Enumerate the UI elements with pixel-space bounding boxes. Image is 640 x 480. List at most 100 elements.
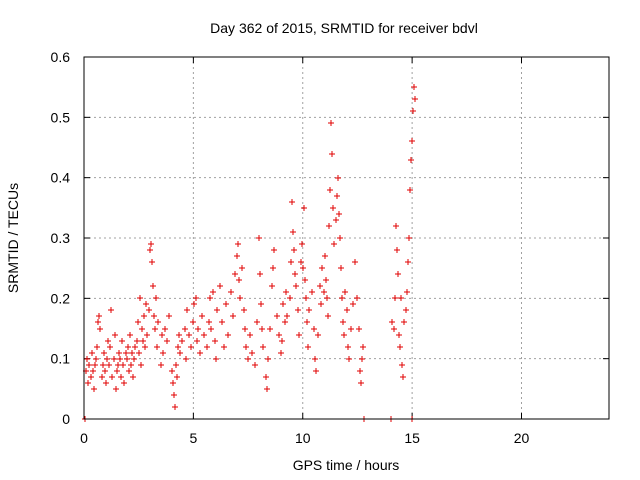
grid-lines <box>84 57 609 419</box>
x-axis-label: GPS time / hours <box>293 457 400 473</box>
data-point <box>342 289 348 295</box>
data-point <box>164 338 170 344</box>
data-point <box>109 374 115 380</box>
data-point <box>333 217 339 223</box>
data-point <box>322 253 328 259</box>
data-point <box>105 338 111 344</box>
data-point <box>271 247 277 253</box>
data-point <box>259 326 265 332</box>
data-point <box>337 235 343 241</box>
data-point <box>221 344 227 350</box>
data-point <box>335 175 341 181</box>
data-point <box>112 332 118 338</box>
data-point <box>305 344 311 350</box>
data-point <box>234 253 240 259</box>
data-point <box>269 283 275 289</box>
data-point <box>191 301 197 307</box>
data-point <box>111 356 117 362</box>
data-point <box>118 374 124 380</box>
data-point <box>279 338 285 344</box>
data-point <box>393 223 399 229</box>
data-point <box>183 356 189 362</box>
data-point <box>295 307 301 313</box>
data-point <box>153 295 159 301</box>
y-tick-label: 0 <box>62 411 70 427</box>
data-point <box>239 265 245 271</box>
data-point <box>357 368 363 374</box>
data-point <box>410 108 416 114</box>
y-tick-label: 0.2 <box>51 290 71 306</box>
data-point <box>270 265 276 271</box>
data-point <box>127 332 133 338</box>
data-point <box>219 319 225 325</box>
data-point <box>103 380 109 386</box>
data-point <box>257 271 263 277</box>
data-point <box>193 295 199 301</box>
data-point <box>267 326 273 332</box>
data-points <box>82 84 418 422</box>
data-point <box>245 356 251 362</box>
data-point <box>159 332 165 338</box>
data-point <box>93 356 99 362</box>
data-point <box>348 326 354 332</box>
data-point <box>334 193 340 199</box>
data-point <box>88 374 94 380</box>
data-point <box>397 344 403 350</box>
data-point <box>206 319 212 325</box>
data-point <box>274 313 280 319</box>
data-point <box>158 362 164 368</box>
data-point <box>190 319 196 325</box>
data-point <box>99 374 105 380</box>
data-point <box>252 362 258 368</box>
data-point <box>346 356 352 362</box>
data-point <box>359 356 365 362</box>
data-point <box>232 271 238 277</box>
data-point <box>264 386 270 392</box>
data-point <box>128 362 134 368</box>
data-point <box>210 289 216 295</box>
data-point <box>225 332 231 338</box>
data-point <box>171 392 177 398</box>
data-point <box>97 326 103 332</box>
data-point <box>278 350 284 356</box>
data-point <box>130 374 136 380</box>
data-point <box>120 362 126 368</box>
data-point <box>392 295 398 301</box>
data-point <box>148 241 154 247</box>
data-point <box>317 283 323 289</box>
y-tick-label: 0.1 <box>51 351 71 367</box>
data-point <box>149 259 155 265</box>
data-point <box>141 313 147 319</box>
x-tick-label: 0 <box>80 430 88 446</box>
data-point <box>408 157 414 163</box>
data-point <box>282 319 288 325</box>
plot-frame <box>83 56 610 420</box>
data-point <box>104 356 110 362</box>
data-point <box>160 350 166 356</box>
data-point <box>146 307 152 313</box>
data-point <box>90 368 96 374</box>
data-point <box>116 350 122 356</box>
data-point <box>208 326 214 332</box>
data-point <box>199 313 205 319</box>
data-point <box>341 332 347 338</box>
data-point <box>201 332 207 338</box>
data-point <box>404 289 410 295</box>
data-point <box>345 344 351 350</box>
data-point <box>256 235 262 241</box>
data-point <box>217 283 223 289</box>
data-point <box>95 319 101 325</box>
data-point <box>330 205 336 211</box>
data-point <box>356 326 362 332</box>
data-point <box>84 356 90 362</box>
data-point <box>352 259 358 265</box>
data-point <box>121 380 127 386</box>
data-point <box>119 338 125 344</box>
data-point <box>162 326 168 332</box>
data-point <box>212 338 218 344</box>
data-point <box>249 350 255 356</box>
data-point <box>125 344 131 350</box>
data-point <box>108 307 114 313</box>
data-point <box>123 350 129 356</box>
